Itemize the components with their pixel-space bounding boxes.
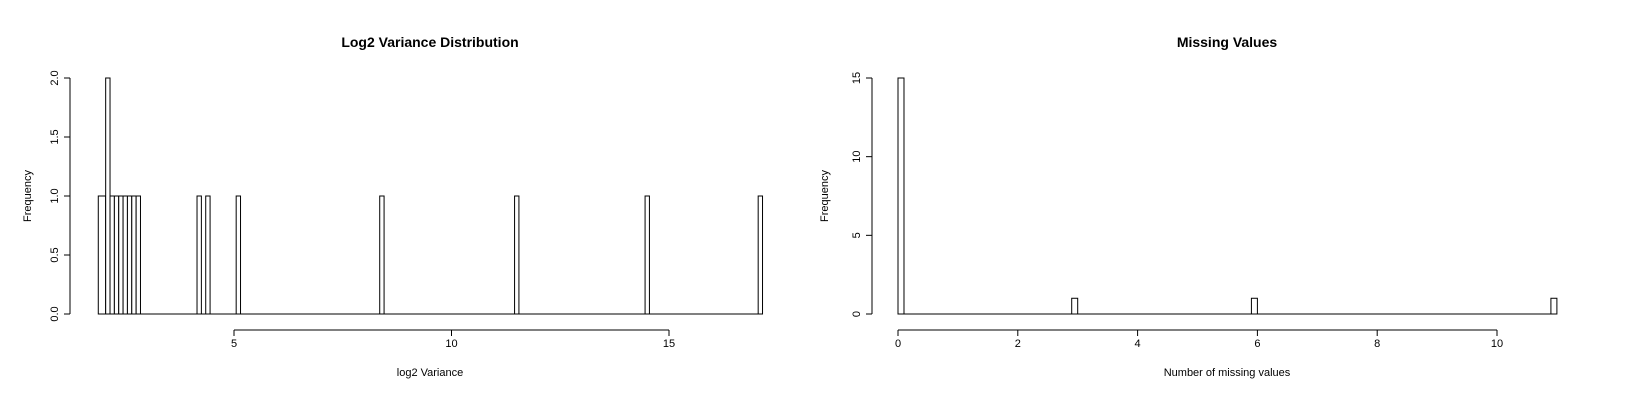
histogram-bar	[1550, 297, 1558, 315]
histogram-bar	[122, 195, 128, 315]
x-tick-label: 10	[445, 338, 457, 350]
y-axis-label: Frequency	[22, 170, 34, 222]
chart-panel-log2-variance: 0.0 0.5 1.0 1.5 2.0 5 10 15	[49, 70, 764, 350]
y-tick-label: 10	[851, 151, 863, 163]
histogram-bar	[118, 195, 124, 315]
y-tick-label: 1.5	[49, 129, 61, 144]
histogram-bar	[109, 195, 115, 315]
histogram-bar	[379, 195, 385, 315]
histogram-bar	[205, 195, 211, 315]
chart-title: Log2 Variance Distribution	[341, 34, 518, 50]
histogram-bar	[135, 195, 141, 315]
y-tick-label: 1.0	[49, 188, 61, 203]
histogram-bar	[1071, 297, 1079, 315]
x-tick-label: 8	[1374, 338, 1380, 350]
x-axis-label: Number of missing values	[1164, 367, 1291, 379]
histogram-bar	[196, 195, 202, 315]
histogram-bar	[514, 195, 520, 315]
y-axis-label: Frequency	[819, 170, 831, 222]
x-tick-label: 5	[231, 338, 237, 350]
histogram-bar	[235, 195, 242, 315]
x-tick-label: 4	[1135, 338, 1141, 350]
y-tick-label: 2.0	[49, 70, 61, 85]
y-tick-label: 0	[851, 311, 863, 317]
x-tick-label: 0	[895, 338, 901, 350]
x-tick-label: 15	[663, 338, 675, 350]
histogram-bar	[1250, 297, 1258, 315]
y-tick-label: 0.5	[49, 247, 61, 262]
y-tick-label: 5	[851, 232, 863, 238]
chart-title: Missing Values	[1177, 34, 1278, 50]
histogram-bar	[97, 195, 107, 315]
histogram-bar	[131, 195, 137, 315]
y-tick-label: 0.0	[49, 306, 61, 321]
x-axis-label: log2 Variance	[397, 367, 463, 379]
histogram-bar	[105, 77, 111, 315]
histogram-bar	[644, 195, 650, 315]
x-tick-label: 2	[1015, 338, 1021, 350]
histogram-bar	[126, 195, 133, 315]
x-tick-label: 10	[1491, 338, 1503, 350]
y-tick-label: 15	[851, 72, 863, 84]
histogram-bar	[897, 77, 905, 315]
chart-panel-missing-values: 0 5 10 15 0 2 4 6 8 10	[851, 72, 1558, 350]
histogram-bar	[113, 195, 120, 315]
histogram-bar	[757, 195, 764, 315]
x-tick-label: 6	[1254, 338, 1260, 350]
